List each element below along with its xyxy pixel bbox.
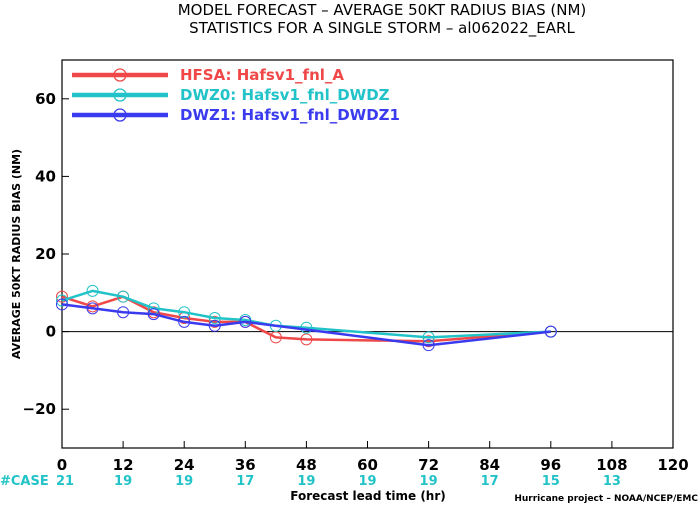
data-point — [239, 315, 252, 328]
case-count: 19 — [175, 474, 193, 489]
x-tick-label: 12 — [113, 456, 134, 474]
legend-entry: DWZ0: Hafsv1_fnl_DWDZ — [180, 86, 390, 104]
x-tick-label: 60 — [357, 456, 378, 474]
data-point — [300, 333, 313, 346]
x-tick-label: 36 — [235, 456, 256, 474]
x-tick-label: 72 — [418, 456, 439, 474]
data-point — [544, 325, 557, 338]
x-tick-label: 24 — [174, 456, 195, 474]
legend-entry: HFSA: Hafsv1_fnl_A — [180, 66, 344, 84]
data-point — [56, 298, 68, 311]
case-count-row: #CASE 21 19 19 17 19 19 19 17 15 13 — [0, 474, 621, 489]
data-point — [117, 290, 130, 303]
data-point — [56, 294, 68, 307]
y-axis: −20 0 20 40 60 — [23, 90, 69, 418]
data-point — [178, 306, 191, 319]
x-tick-label: 84 — [479, 456, 500, 474]
case-count: 13 — [603, 474, 621, 489]
credit-text: Hurricane project – NOAA/NCEP/EMC — [514, 494, 698, 504]
chart-subtitle: STATISTICS FOR A SINGLE STORM – al062022… — [189, 19, 575, 38]
case-count: 19 — [358, 474, 376, 489]
y-tick-label: 0 — [46, 323, 56, 341]
series-line — [61, 289, 551, 339]
y-tick-label: 40 — [35, 167, 56, 185]
data-point — [147, 308, 160, 321]
legend-marker — [113, 108, 127, 122]
data-point — [86, 284, 99, 297]
series-layer — [56, 284, 557, 352]
series-2 — [56, 298, 557, 352]
legend-marker — [113, 68, 127, 82]
data-point — [208, 312, 221, 325]
legend: HFSA: Hafsv1_fnl_A DWZ0: Hafsv1_fnl_DWDZ D… — [72, 66, 400, 124]
y-tick-label: 60 — [35, 90, 56, 108]
data-point — [422, 331, 435, 344]
data-point — [208, 319, 221, 332]
data-point — [422, 335, 435, 348]
x-axis-label: Forecast lead time (hr) — [290, 489, 446, 503]
data-point — [422, 339, 435, 352]
data-point — [117, 306, 130, 319]
x-tick-label: 0 — [57, 456, 67, 474]
x-tick-label: 96 — [540, 456, 561, 474]
series-line — [61, 295, 551, 343]
y-tick-label: 20 — [35, 245, 56, 263]
case-label: #CASE — [0, 474, 49, 489]
x-tick-label: 120 — [657, 456, 688, 474]
y-tick-label: −20 — [23, 400, 56, 418]
chart-title: MODEL FORECAST – AVERAGE 50KT RADIUS BIA… — [178, 1, 587, 19]
x-tick-label: 108 — [596, 456, 627, 474]
x-tick-label: 48 — [296, 456, 317, 474]
case-count: 19 — [114, 474, 132, 489]
case-count: 21 — [56, 474, 74, 489]
y-axis-label: AVERAGE 50KT RADIUS BIAS (NM) — [10, 149, 23, 359]
case-count: 19 — [420, 474, 438, 489]
data-point — [269, 331, 282, 344]
data-point — [208, 315, 221, 328]
data-point — [86, 302, 99, 315]
legend-marker — [113, 88, 127, 102]
series-line — [61, 303, 551, 347]
case-count: 17 — [481, 474, 499, 489]
case-count: 19 — [297, 474, 315, 489]
case-count: 15 — [542, 474, 560, 489]
legend-entry: DWZ1: Hafsv1_fnl_DWDZ1 — [180, 106, 400, 124]
x-axis: 0 12 24 36 48 60 72 84 96 108 120 — [57, 441, 689, 474]
data-point — [56, 290, 68, 303]
case-count: 17 — [236, 474, 254, 489]
data-point — [178, 315, 191, 328]
